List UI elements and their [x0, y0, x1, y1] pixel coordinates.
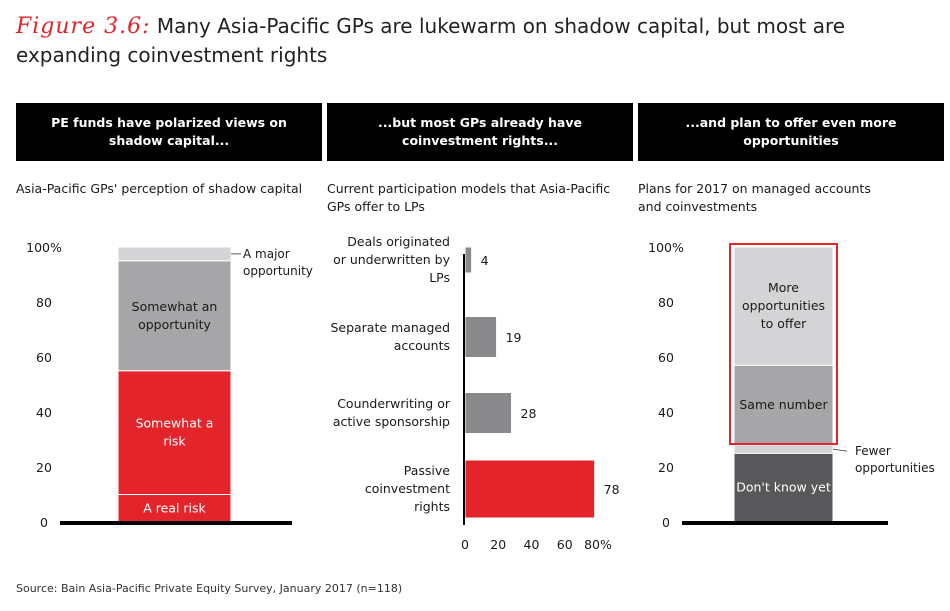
p1-ytick-label: 100%: [26, 240, 62, 255]
panel-subtitle-1: Asia-Pacific GPs' perception of shadow c…: [16, 181, 303, 196]
p2-value-label: 28: [521, 406, 537, 421]
panel-header-1-text: PE funds have polarized views on shadow …: [51, 115, 287, 148]
p3-segment-label: Don't know yet: [736, 480, 831, 495]
p2-bar: [464, 459, 596, 519]
p1-bar-segment: [117, 260, 232, 372]
panel-header-2-text: ...but most GPs already have coinvestmen…: [378, 115, 582, 148]
p2-value-label: 19: [506, 330, 522, 345]
p2-axis-line: [463, 254, 465, 525]
p1-ytick-label: 60: [36, 350, 52, 365]
p1-segment-label: Somewhat a risk: [136, 416, 214, 449]
p3-highlight-box: [729, 243, 838, 445]
p3-bar-segment: [733, 452, 834, 523]
panel-header-2: ...but most GPs already have coinvestmen…: [327, 103, 633, 161]
p2-xtick-label: 0: [461, 537, 469, 552]
p2-xtick-label: 20: [490, 537, 506, 552]
p2-category-label: Deals originated or underwritten by LPs: [333, 234, 451, 285]
p1-ytick-label: 20: [36, 460, 52, 475]
p3-segment-label: More opportunities to offer: [742, 280, 825, 331]
p1-ytick-label: 80: [36, 295, 52, 310]
p2-xtick-label: 80%: [584, 537, 612, 552]
p1-ytick-label: 40: [36, 405, 52, 420]
p2-value-label: 78: [604, 482, 620, 497]
p1-baseline: [60, 521, 292, 525]
source-note: Source: Bain Asia-Pacific Private Equity…: [16, 582, 403, 595]
p3-ytick-label: 80: [658, 295, 674, 310]
p3-segment-label: Same number: [739, 397, 828, 412]
p3-bar-segment: [733, 246, 834, 366]
p1-bar-segment: [117, 494, 232, 523]
p1-segment-label: A major opportunity: [243, 247, 313, 278]
p1-segment-label: Somewhat an opportunity: [132, 299, 218, 332]
p3-ytick-label: 20: [658, 460, 674, 475]
p2-category-label: Passive coinvestment rights: [365, 463, 450, 514]
panel-header-3: ...and plan to offer even more opportuni…: [638, 103, 944, 161]
p3-ytick-label: 0: [662, 515, 670, 530]
page-title: Figure 3.6: Many Asia-Pacific GPs are lu…: [16, 12, 941, 69]
p1-segment-label: A real risk: [143, 500, 206, 515]
p2-value-label: 4: [481, 253, 489, 268]
figure-label: Figure 3.6:: [16, 14, 151, 39]
panel-header-1: PE funds have polarized views on shadow …: [16, 103, 322, 161]
p3-bar-segment: [733, 444, 834, 454]
p3-ytick-label: 40: [658, 405, 674, 420]
p2-category-label: Separate managed accounts: [330, 320, 450, 353]
p2-bar: [464, 316, 498, 358]
p3-leader-line: [832, 448, 848, 452]
p3-bar-segment: [733, 364, 834, 446]
p2-bar: [464, 246, 473, 274]
panel-subtitle-3: Plans for 2017 on managed accounts and c…: [638, 181, 871, 214]
p3-baseline: [682, 521, 888, 525]
p1-bar-segment: [117, 370, 232, 495]
p1-ytick-label: 0: [40, 515, 48, 530]
p2-xtick-label: 60: [557, 537, 573, 552]
p3-segment-label: Fewer opportunities: [855, 444, 935, 475]
panel-subtitle-2: Current participation models that Asia-P…: [327, 181, 611, 214]
p2-bar: [464, 392, 513, 434]
panel-header-3-text: ...and plan to offer even more opportuni…: [685, 115, 897, 148]
title-text: Many Asia-Pacific GPs are lukewarm on sh…: [16, 14, 846, 67]
p2-xtick-label: 40: [524, 537, 540, 552]
p3-ytick-label: 60: [658, 350, 674, 365]
p1-bar-segment: [117, 246, 232, 262]
p3-ytick-label: 100%: [648, 240, 684, 255]
p2-category-label: Counderwriting or active sponsorship: [333, 396, 451, 429]
